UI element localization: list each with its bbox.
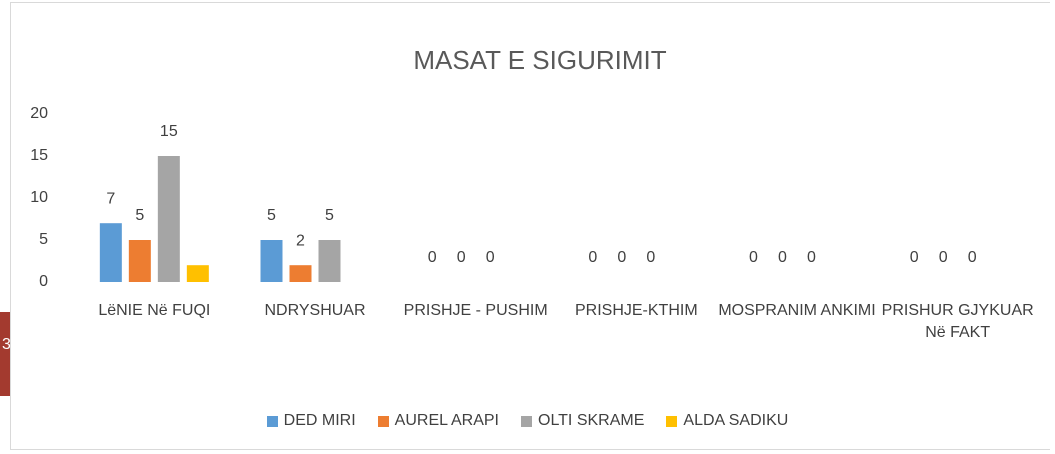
legend-item: DED MIRI [266,412,356,430]
data-label: 0 [939,249,948,266]
page-marker: 3 [2,336,11,353]
data-label: 0 [807,249,816,266]
legend-label: AUREL ARAPI [394,412,499,429]
x-tick-label: MOSPRANIM ANKIMI [718,302,876,319]
x-tick-label: PRISHJE - PUSHIM [403,302,548,319]
legend-item: AUREL ARAPI [377,412,499,430]
bar [289,265,312,282]
bar [157,156,180,282]
data-label: 0 [486,249,495,266]
legend-label: DED MIRI [283,412,356,429]
chart-frame [10,2,1050,450]
data-label: 15 [160,123,178,140]
data-label: 5 [325,207,334,224]
y-tick-label: 15 [30,147,48,164]
data-label: 0 [428,249,437,266]
bar [99,223,122,282]
legend-label: OLTI SKRAME [538,412,645,429]
data-label: 0 [646,249,655,266]
x-tick-label: PRISHUR GJYKUAR Në FAKT [881,302,1034,341]
data-label: 0 [910,249,919,266]
page-edge [0,312,10,396]
bar [318,240,341,282]
chart-title: MASAT E SIGURIMIT [413,45,666,75]
y-tick-label: 20 [30,105,48,122]
data-label: 5 [267,207,276,224]
bar [260,240,283,282]
x-tick-label: PRISHJE-KTHIM [574,302,698,319]
data-label: 0 [457,249,466,266]
x-tick-label: LëNIE Në FUQI [98,302,211,319]
data-label: 0 [617,249,626,266]
y-tick-label: 5 [39,231,48,248]
legend-label: ALDA SADIKU [683,412,789,429]
data-label: 0 [968,249,977,266]
legend-swatch [266,415,278,427]
data-label: 5 [135,207,144,224]
data-label: 0 [588,249,597,266]
legend-swatch [666,415,678,427]
legend: DED MIRI AUREL ARAPI OLTI SKRAME ALDA SADIK… [0,412,1055,430]
x-tick-label: NDRYSHUAR [264,302,366,319]
bar [186,265,209,282]
legend-item: ALDA SADIKU [666,412,788,430]
data-label: 0 [778,249,787,266]
legend-item: OLTI SKRAME [521,412,644,430]
y-tick-label: 10 [30,189,48,206]
legend-swatch [377,415,389,427]
data-label: 0 [749,249,758,266]
bar [128,240,151,282]
data-label: 2 [296,232,305,249]
data-label: 7 [106,190,115,207]
y-tick-label: 0 [39,273,48,290]
legend-swatch [521,415,532,427]
